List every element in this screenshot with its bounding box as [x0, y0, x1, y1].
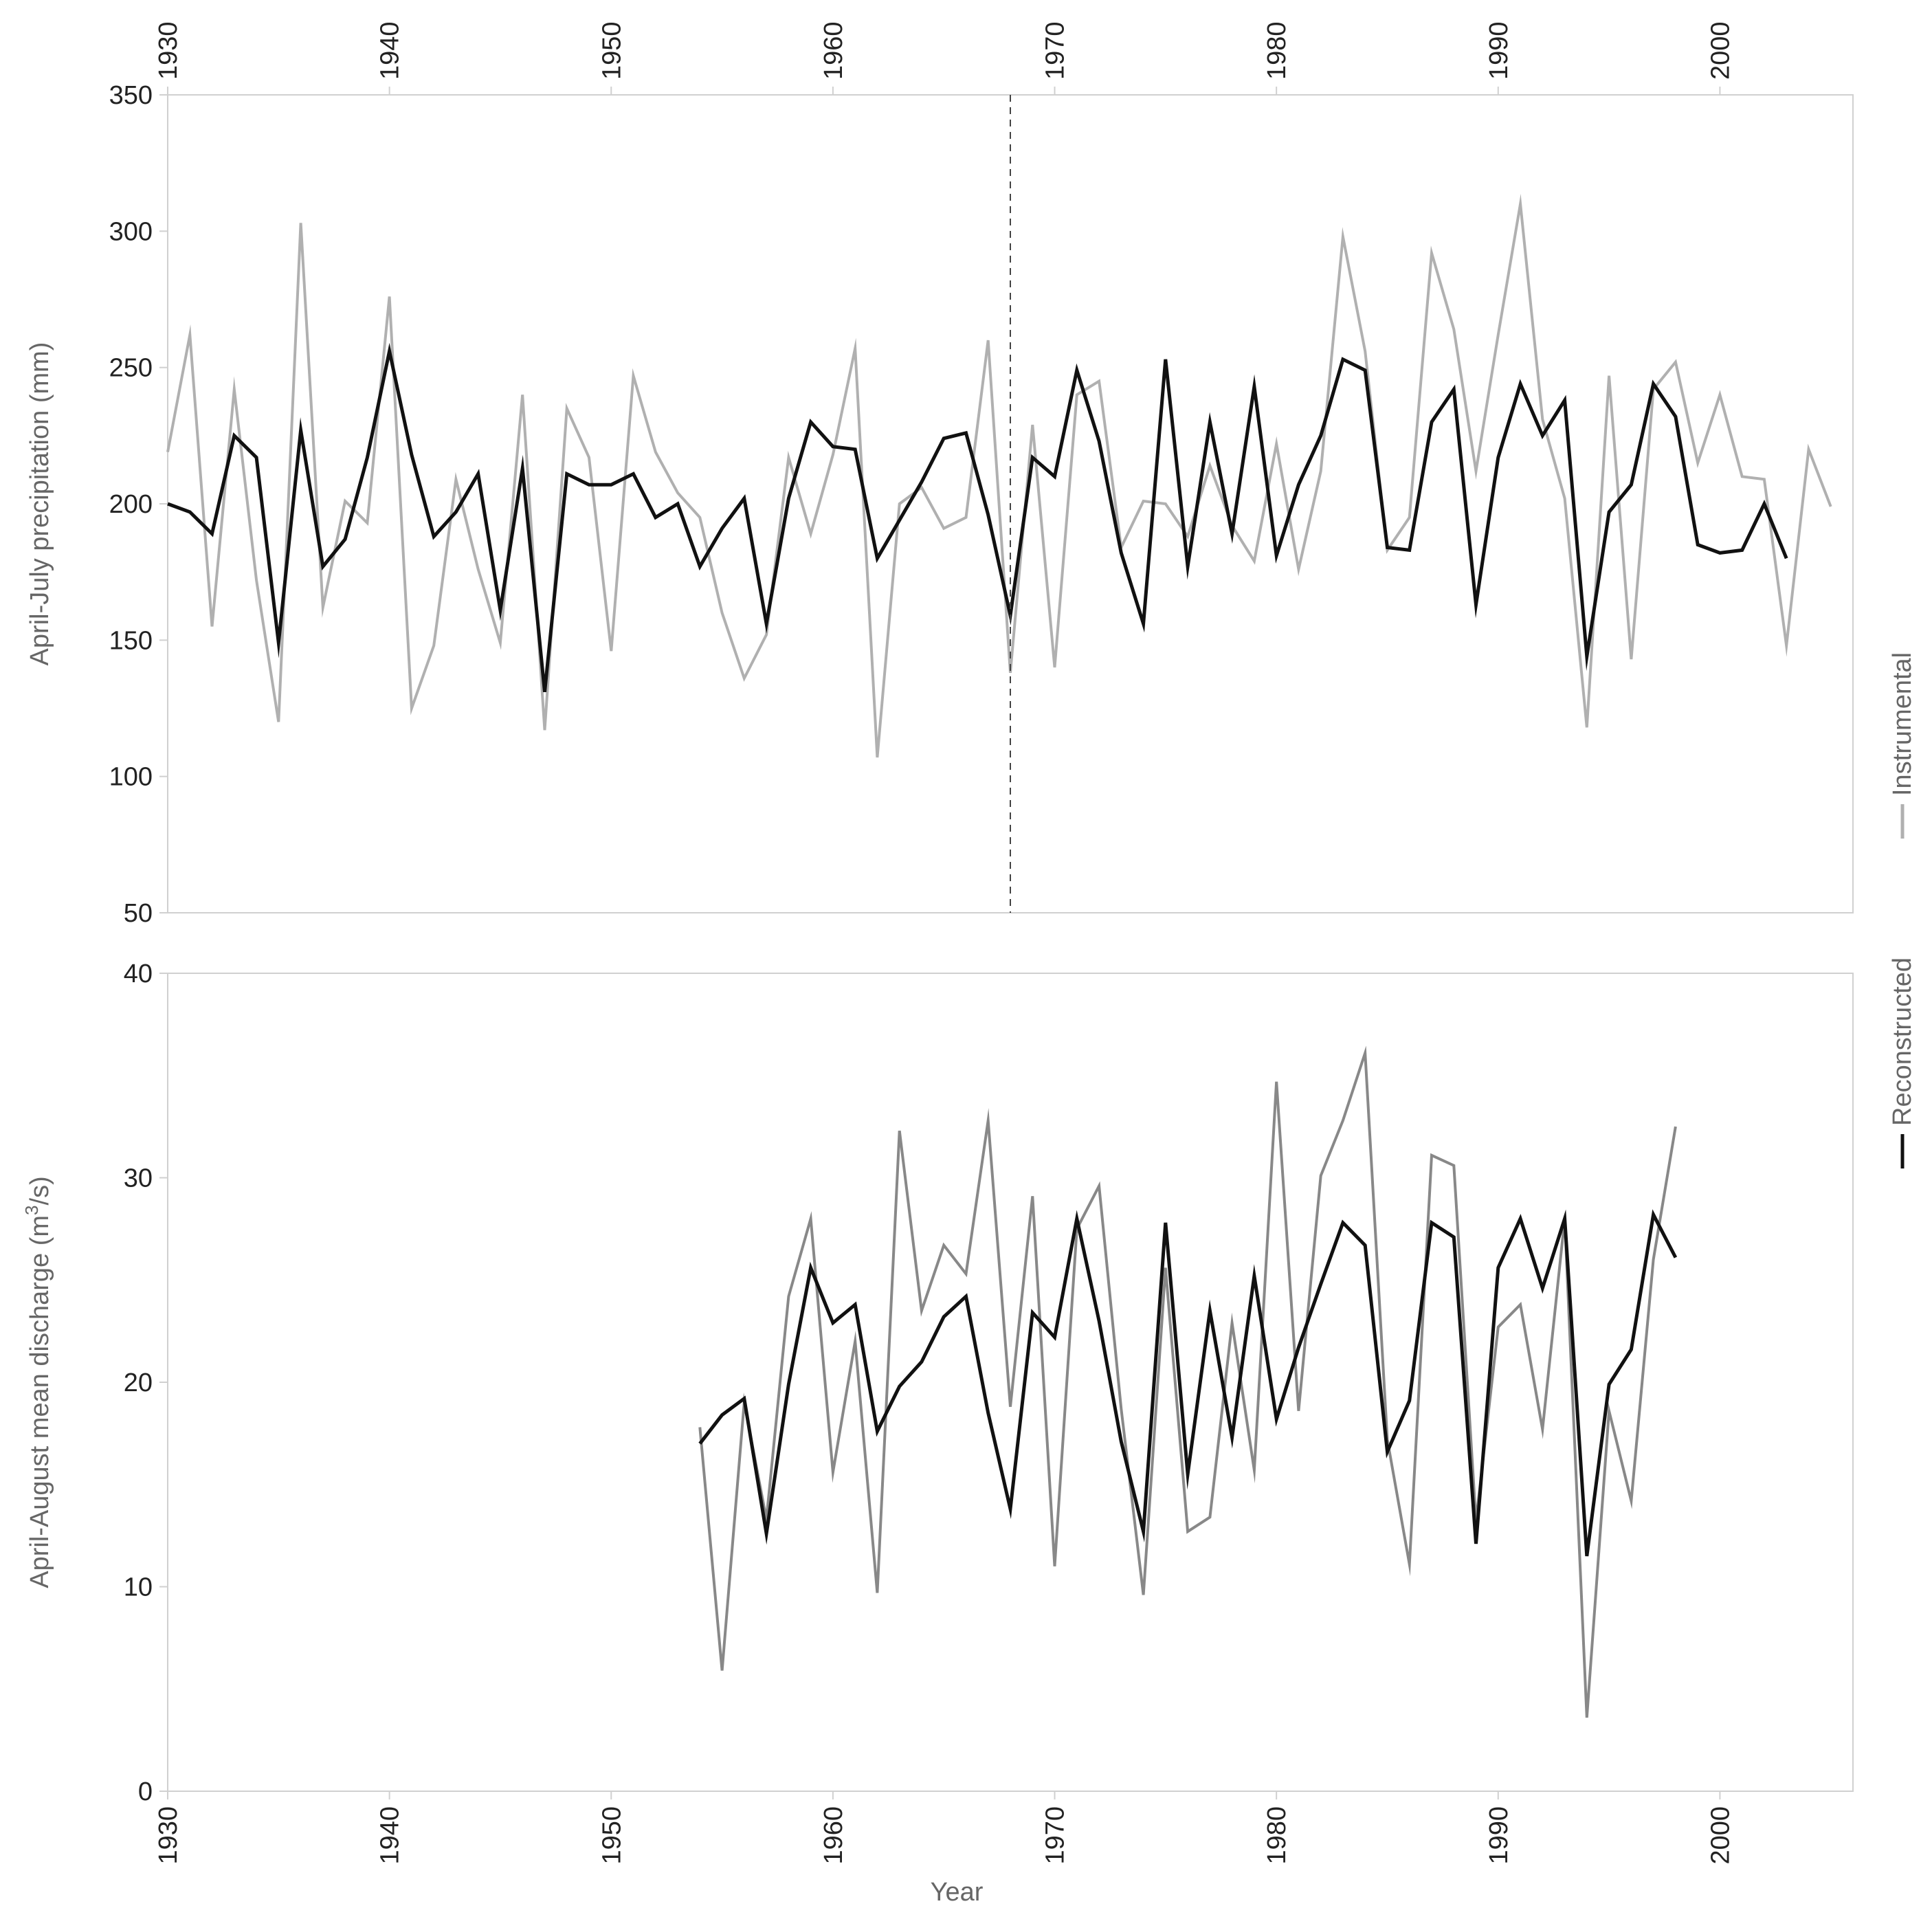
precipitation-y-ticks: 50 100 150 200 250 300 350 — [109, 81, 168, 928]
discharge-y-axis-title-tail: /s) — [25, 1176, 54, 1205]
discharge-y-tick-label: 0 — [138, 1777, 153, 1806]
precipitation-x-tick-label: 1980 — [1263, 21, 1291, 80]
precipitation-y-tick-label: 200 — [109, 490, 153, 519]
precipitation-y-tick-label: 350 — [109, 81, 153, 110]
discharge-y-tick-label: 20 — [124, 1369, 153, 1397]
precipitation-panel: 50 100 150 200 250 300 350 1930 1940 1950 1960 197… — [25, 21, 1854, 928]
discharge-x-ticks: 1930 1940 1950 1960 1970 1980 1990 2000 — [154, 1791, 1735, 1865]
precipitation-x-tick-label: 1940 — [376, 21, 405, 80]
discharge-panel: 0 10 20 30 40 1930 1940 1950 1960 1970 1980 1990 20… — [21, 960, 1854, 1907]
discharge-y-tick-label: 40 — [124, 960, 153, 988]
precipitation-x-tick-label: 1930 — [154, 21, 183, 80]
precipitation-y-axis-title: April-July precipitation (mm) — [25, 342, 54, 666]
precipitation-x-tick-label: 1950 — [597, 21, 626, 80]
legend-label-reconstructed: Reconstructed — [1888, 957, 1917, 1126]
discharge-series-group — [698, 1045, 1678, 1718]
discharge-x-tick-label: 1970 — [1041, 1806, 1070, 1865]
discharge-instrumental-line — [698, 1045, 1677, 1718]
precipitation-y-tick-label: 150 — [109, 626, 153, 655]
discharge-x-tick-label: 1930 — [154, 1806, 183, 1865]
legend-label-instrumental: Instrumental — [1888, 652, 1917, 796]
discharge-y-tick-label: 30 — [124, 1164, 153, 1193]
precipitation-y-tick-label: 250 — [109, 354, 153, 383]
legend: Instrumental Reconstructed — [1888, 652, 1917, 1168]
discharge-y-axis-title: April-August mean discharge (m3/s) — [21, 1176, 54, 1588]
discharge-x-tick-label: 2000 — [1706, 1806, 1735, 1865]
discharge-x-tick-label: 1990 — [1485, 1806, 1513, 1865]
discharge-y-tick-label: 10 — [124, 1573, 153, 1602]
precipitation-x-ticks: 1930 1940 1950 1960 1970 1980 1990 2000 — [154, 21, 1735, 95]
discharge-plot-frame — [167, 973, 1854, 1792]
discharge-x-tick-label: 1960 — [819, 1806, 848, 1865]
precipitation-x-tick-label: 1970 — [1041, 21, 1070, 80]
discharge-x-tick-label: 1950 — [597, 1806, 626, 1865]
precipitation-x-tick-label: 1990 — [1485, 21, 1513, 80]
discharge-reconstructed-line — [698, 1209, 1678, 1557]
discharge-x-tick-label: 1980 — [1263, 1806, 1291, 1865]
precipitation-x-tick-label: 1960 — [819, 21, 848, 80]
precipitation-y-tick-label: 50 — [124, 899, 153, 928]
precipitation-series-group — [166, 95, 1832, 913]
discharge-x-axis-title: Year — [931, 1878, 984, 1907]
discharge-y-axis-title-main: April-August mean discharge (m — [25, 1215, 54, 1588]
precipitation-y-tick-label: 100 — [109, 763, 153, 792]
precipitation-y-tick-label: 300 — [109, 217, 153, 246]
discharge-y-ticks: 0 10 20 30 40 — [124, 960, 168, 1806]
discharge-y-axis-title-superscript: 3 — [21, 1205, 42, 1215]
discharge-x-tick-label: 1940 — [376, 1806, 405, 1865]
precipitation-instrumental-line — [166, 193, 1832, 758]
precipitation-x-tick-label: 2000 — [1706, 21, 1735, 80]
precipitation-reconstructed-line — [167, 342, 1788, 692]
